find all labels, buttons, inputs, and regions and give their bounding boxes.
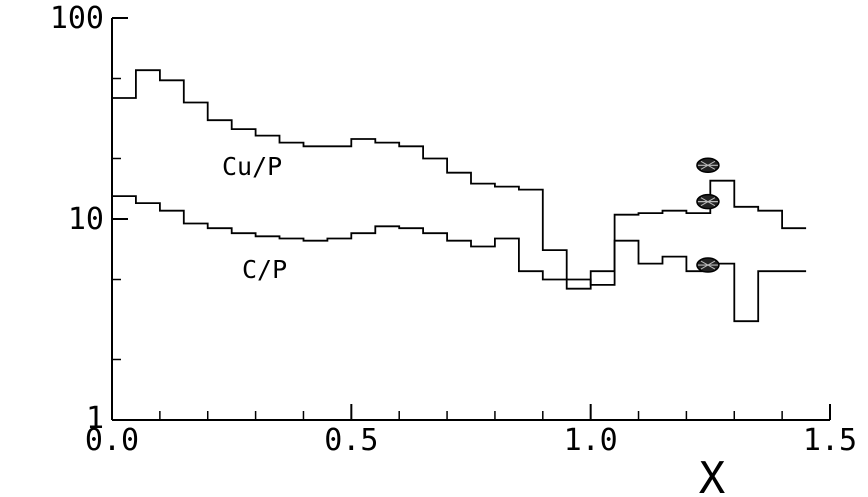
y-tick-label: 1 — [86, 401, 104, 436]
x-tick-label: 0.5 — [324, 423, 378, 458]
y-tick-label: 100 — [50, 1, 104, 36]
y-tick-label: 10 — [68, 202, 104, 237]
y-axis-ticks: 1 10 100 — [50, 1, 128, 436]
series-label-c-p: C/P — [242, 255, 287, 284]
series-line-cu-p — [112, 69, 807, 286]
series-line-c-p — [112, 195, 807, 323]
axes — [111, 18, 830, 421]
x-axis-ticks: 0.0 0.5 1.0 1.5 — [85, 404, 857, 458]
x-axis-title: X — [699, 453, 726, 497]
series-label-cu-p: Cu/P — [222, 152, 282, 181]
series-layer — [112, 69, 807, 323]
data-point-marker — [696, 157, 720, 174]
x-tick-label: 0.0 — [85, 423, 139, 458]
marker-layer — [696, 157, 720, 273]
data-point-marker — [696, 257, 720, 273]
data-point-marker — [696, 193, 720, 210]
x-tick-label: 1.0 — [564, 423, 618, 458]
x-tick-label: 1.5 — [803, 423, 857, 458]
